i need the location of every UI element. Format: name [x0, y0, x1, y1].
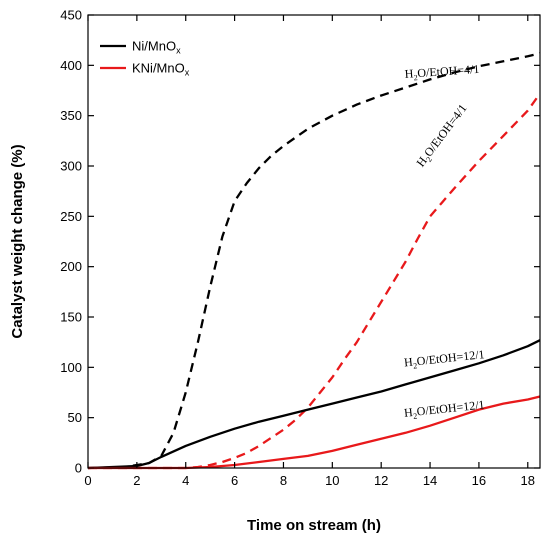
y-tick-label: 300: [60, 159, 82, 174]
axes-layer: [87, 14, 541, 469]
legend-label-0: Ni/MnOx: [132, 39, 181, 56]
x-tick-label: 6: [231, 473, 238, 488]
tick-layer: 0 2 4 6 8 10 12 14 16 18 0 50 100 150 200 250 300 350 400 4…: [60, 8, 540, 488]
series-line-2: [87, 339, 541, 470]
y-tick-label: 350: [60, 108, 82, 123]
y-tick-label: 0: [75, 461, 82, 476]
x-tick-label: 14: [423, 473, 437, 488]
y-tick-label: 100: [60, 360, 82, 375]
y-axis-title: Catalyst weight change (%): [9, 144, 26, 338]
series-line-0: [87, 52, 541, 470]
legend: Ni/MnOx KNi/MnOx: [100, 39, 190, 78]
y-tick-label: 50: [68, 410, 82, 425]
y-tick-label: 450: [60, 8, 82, 23]
annotation-2: H2O/EtOH=12/1: [403, 347, 485, 371]
plot-frame: [87, 14, 541, 469]
annotation-0: H2O/EtOH=4/1: [404, 62, 480, 83]
y-tick-label: 200: [60, 259, 82, 274]
x-tick-label: 12: [374, 473, 388, 488]
legend-label-1: KNi/MnOx: [132, 61, 190, 78]
series-layer: [87, 52, 541, 470]
annotation-3: H2O/EtOH=12/1: [403, 397, 485, 421]
series-line-3: [88, 395, 541, 470]
x-tick-label: 0: [84, 473, 91, 488]
x-tick-label: 18: [521, 473, 535, 488]
y-tick-label: 250: [60, 209, 82, 224]
y-tick-label: 150: [60, 310, 82, 325]
x-tick-label: 10: [325, 473, 339, 488]
x-tick-label: 8: [280, 473, 287, 488]
x-tick-label: 2: [133, 473, 140, 488]
series-line-1: [88, 92, 541, 470]
annotation-1: H2O/EtOH=4/1: [413, 101, 471, 170]
x-axis-title: Time on stream (h): [247, 517, 381, 534]
x-tick-label: 16: [472, 473, 486, 488]
y-tick-label: 400: [60, 58, 82, 73]
x-tick-label: 4: [182, 473, 189, 488]
